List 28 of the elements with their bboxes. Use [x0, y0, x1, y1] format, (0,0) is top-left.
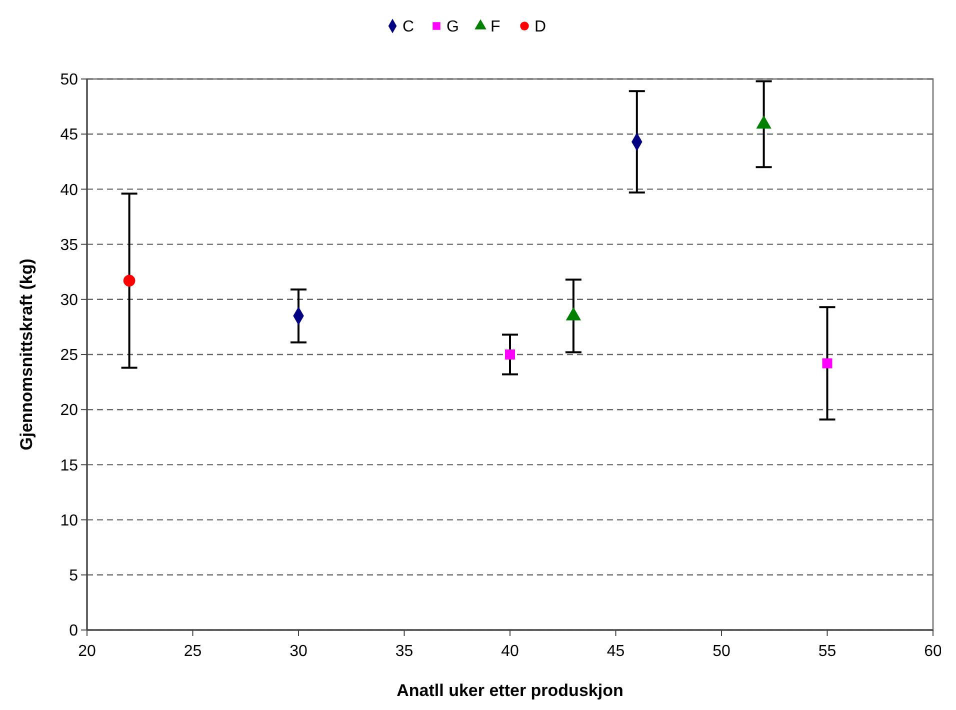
point	[505, 350, 515, 360]
y-axis-title: Gjennomsnittskraft (kg)	[17, 258, 36, 450]
y-tick-label: 35	[60, 236, 78, 254]
point	[123, 274, 136, 287]
point	[822, 358, 832, 368]
x-tick-label: 45	[606, 643, 625, 660]
y-tick-label: 0	[69, 622, 78, 640]
x-tick-label: 40	[501, 643, 519, 660]
x-tick-label: 25	[184, 643, 202, 660]
y-tick-label: 20	[60, 402, 78, 420]
legend-label: G	[446, 18, 459, 36]
y-tick-label: 45	[60, 126, 78, 144]
legend-label: D	[534, 18, 546, 36]
x-tick-label: 50	[712, 643, 730, 660]
x-tick-label: 55	[818, 643, 836, 660]
x-tick-label: 35	[395, 643, 414, 660]
y-tick-label: 40	[60, 182, 78, 199]
y-tick-label: 10	[60, 512, 78, 530]
y-tick-label: 15	[60, 457, 78, 474]
x-tick-label: 60	[924, 643, 942, 660]
x-axis-title: Anatll uker etter produskjon	[396, 681, 624, 700]
y-tick-label: 25	[60, 347, 78, 364]
x-tick-label: 30	[290, 643, 308, 660]
legend-label: C	[402, 18, 414, 36]
legend-label: F	[490, 18, 500, 36]
y-tick-label: 5	[69, 568, 78, 584]
y-tick-label: 50	[60, 72, 78, 89]
y-tick-label: 30	[60, 292, 78, 309]
